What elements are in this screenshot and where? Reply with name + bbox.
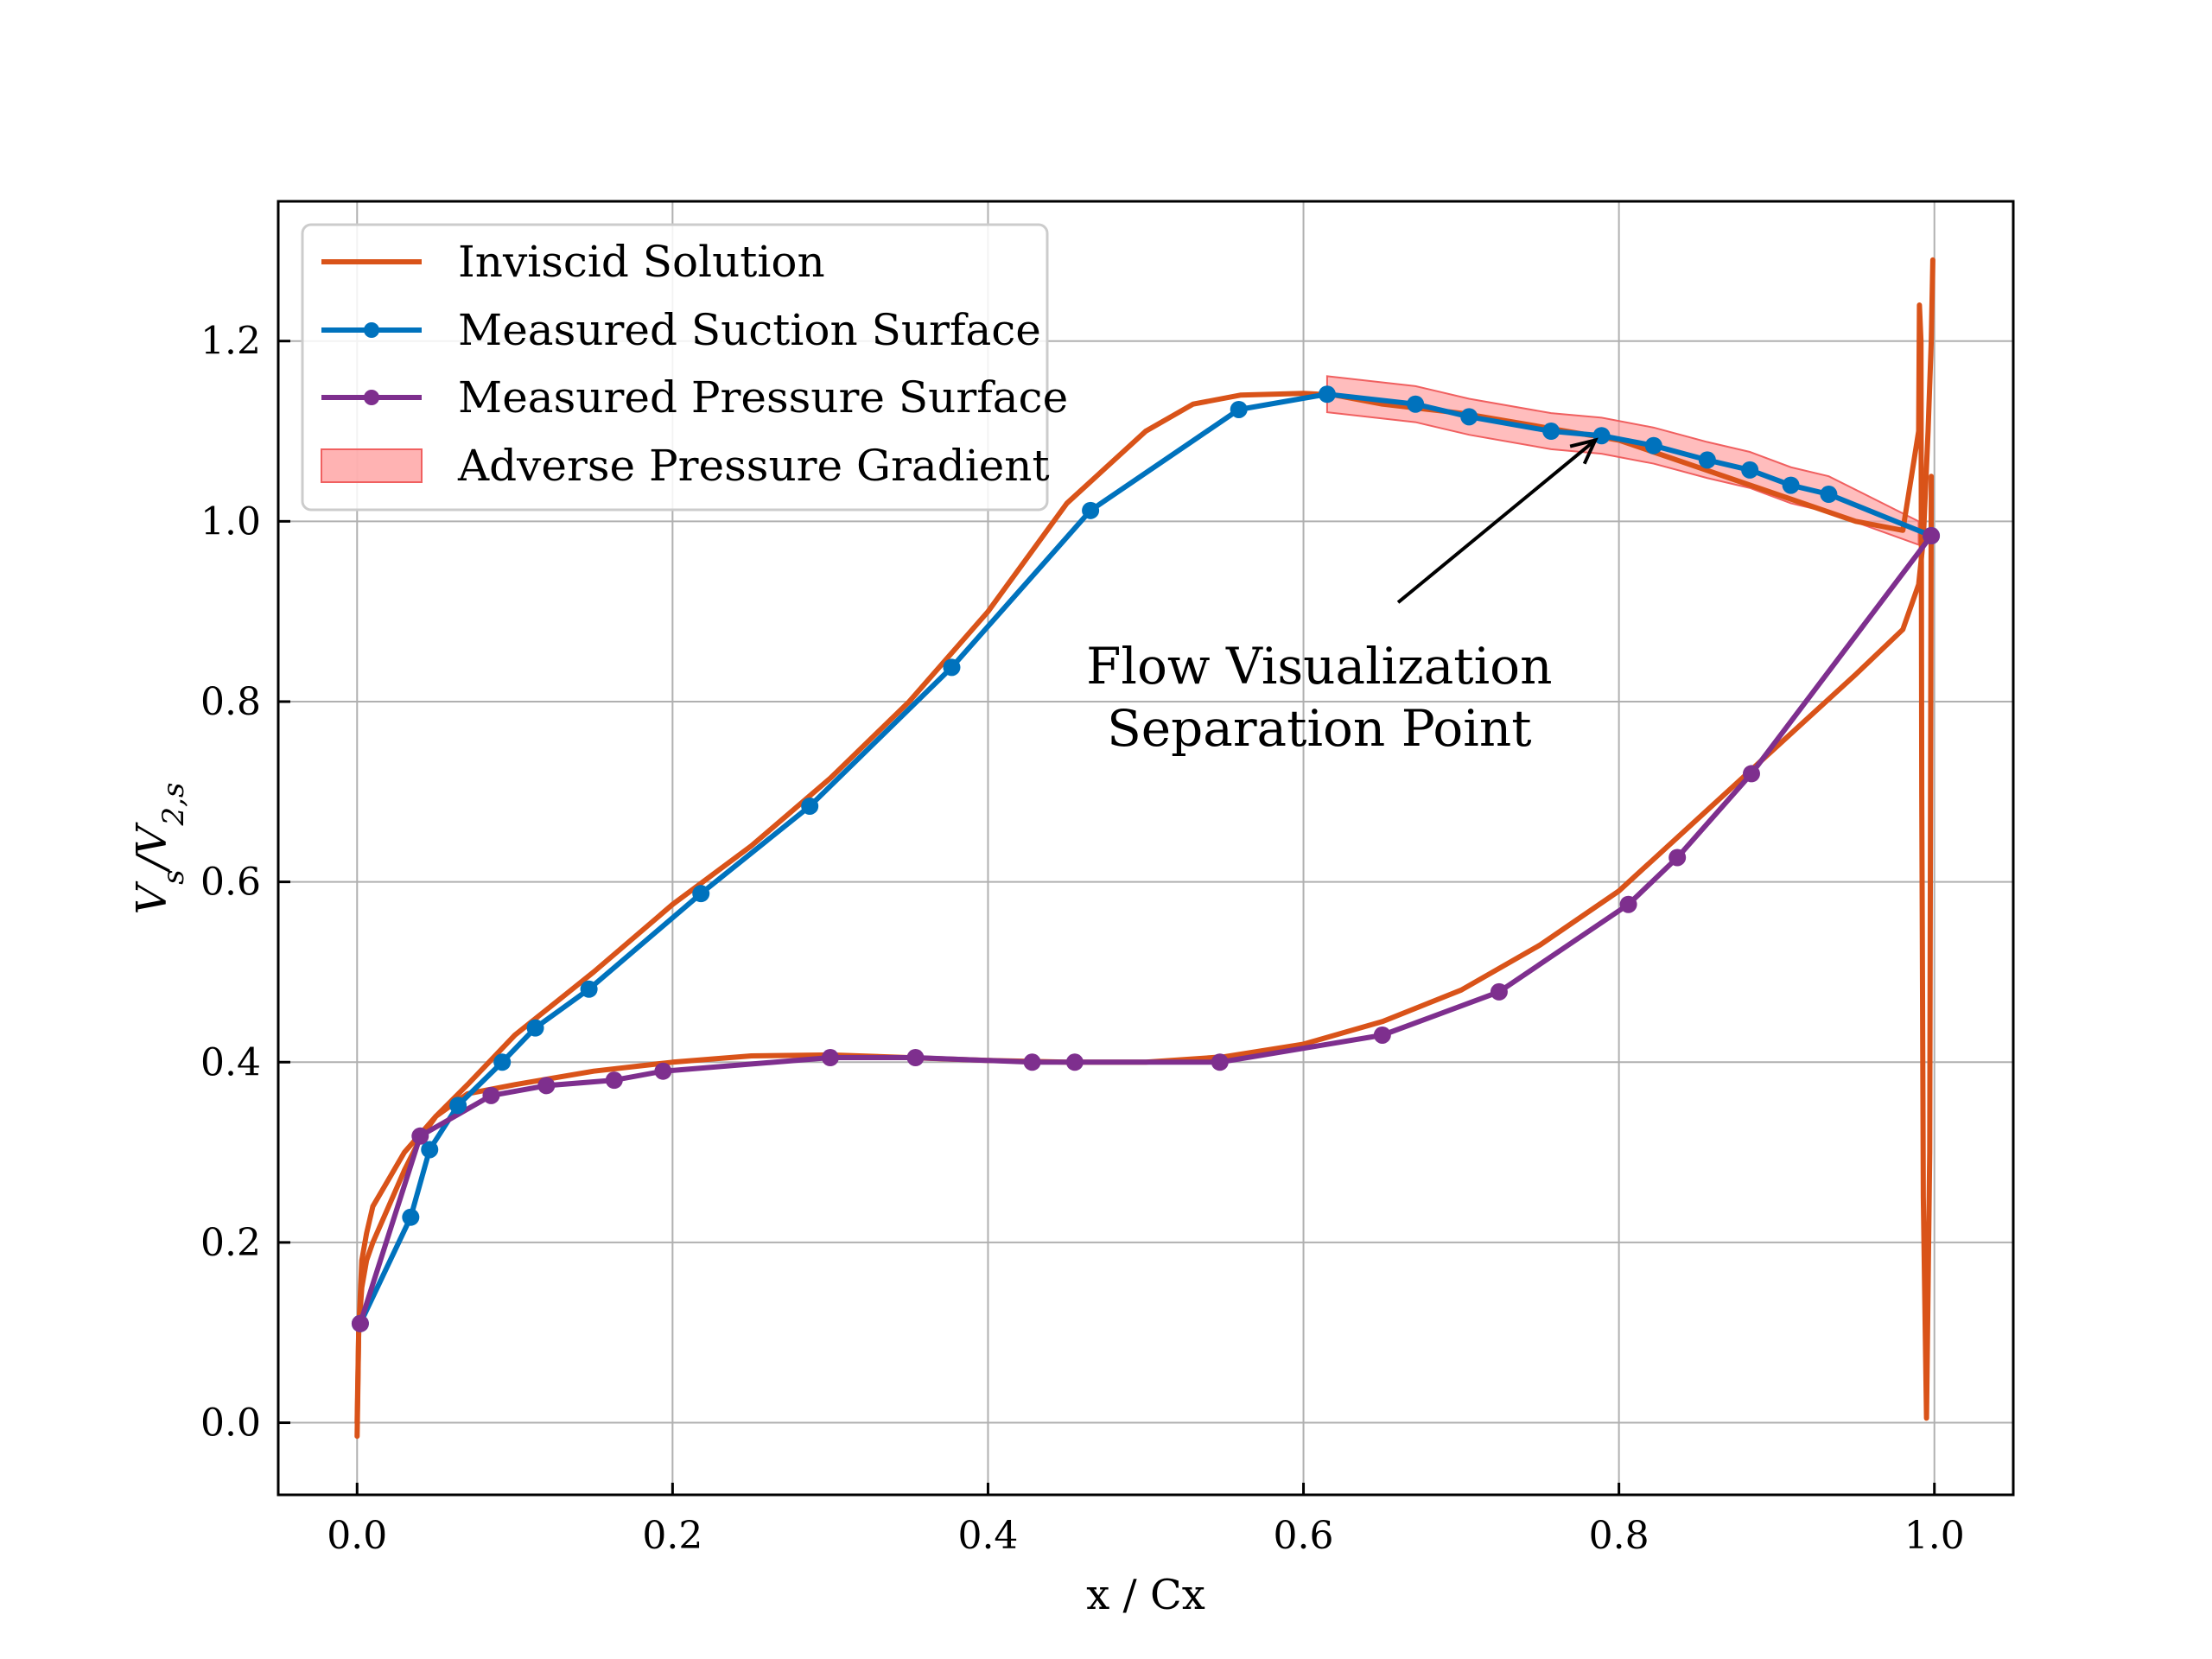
y-axis-label: Vs/V2,s [128,783,191,915]
annotation-arrowhead [1569,437,1599,465]
data-point [580,980,598,998]
data-point [1742,765,1760,783]
data-point [943,658,961,677]
data-point [1318,385,1336,404]
annotation-text-line: Flow Visualization [1086,637,1552,696]
data-point [1619,895,1637,913]
legend: Inviscid Solution Measured Suction Surfa… [301,223,1068,512]
data-point [537,1077,556,1095]
data-point [493,1053,512,1071]
series-line-0-0 [354,302,1935,1440]
x-axis-label: x / Cx [1086,1571,1205,1619]
x-tick-label: 1.0 [1904,1514,1965,1558]
data-point [692,885,710,903]
data-point [605,1071,623,1090]
y-tick-label: 0.2 [200,1221,261,1265]
x-tick-label: 0.8 [1589,1514,1649,1558]
marker-layer [351,385,1941,1332]
y-tick-label: 0.0 [200,1402,261,1446]
data-point [1490,982,1508,1001]
data-point [1644,436,1662,454]
data-point [1460,408,1478,426]
annotation-arrow [1396,438,1597,604]
legend-label-suction: Measured Suction Surface [458,305,1041,355]
data-point [821,1049,839,1067]
y-tick-label: 0.4 [200,1040,261,1084]
data-point [1082,501,1100,519]
data-point [402,1208,420,1226]
data-point [1923,527,1941,545]
data-point [1211,1053,1229,1071]
data-point [351,1314,369,1332]
data-point [1407,395,1425,413]
data-point [482,1086,500,1104]
x-tick-label: 0.2 [642,1514,702,1558]
data-point [1820,486,1838,504]
ticks [278,340,1936,1495]
data-point [421,1141,439,1159]
data-point [411,1127,429,1145]
legend-label-inviscid: Inviscid Solution [458,237,825,287]
y-tick-label: 1.0 [200,499,261,543]
tick-labels: 0.0 0.2 0.4 0.6 0.8 1.0 0.0 0.2 0.4 0.6 0.8 1.0 1.2 [200,320,1965,1558]
data-point [1698,451,1716,469]
legend-swatch-adverse [321,448,423,483]
y-tick-label: 0.8 [200,680,261,724]
data-point [1669,849,1687,867]
legend-marker-suction [364,322,379,338]
data-point [906,1049,925,1067]
y-tick-label: 0.6 [200,861,261,905]
legend-marker-pressure [364,390,379,405]
data-point [526,1019,544,1037]
data-point [801,797,819,815]
data-point [1782,476,1800,494]
series-line-1-0 [357,391,1935,1326]
plot-frame [276,200,2015,1497]
legend-label-pressure: Measured Pressure Surface [458,372,1068,423]
data-point [1065,1053,1084,1071]
data-point [1741,461,1759,479]
y-tick-label: 1.2 [200,320,261,364]
data-point [449,1096,467,1115]
data-point [1373,1026,1391,1044]
x-tick-label: 0.6 [1274,1514,1334,1558]
data-point [1230,400,1248,418]
data-point [1542,423,1560,441]
x-tick-label: 0.4 [957,1514,1018,1558]
data-point [1023,1053,1041,1071]
legend-box [301,223,1049,512]
legend-label-adverse: Adverse Pressure Gradient [457,441,1050,491]
x-tick-label: 0.0 [327,1514,387,1558]
annotation-text-line: Separation Point [1107,699,1531,758]
data-point [654,1062,672,1080]
